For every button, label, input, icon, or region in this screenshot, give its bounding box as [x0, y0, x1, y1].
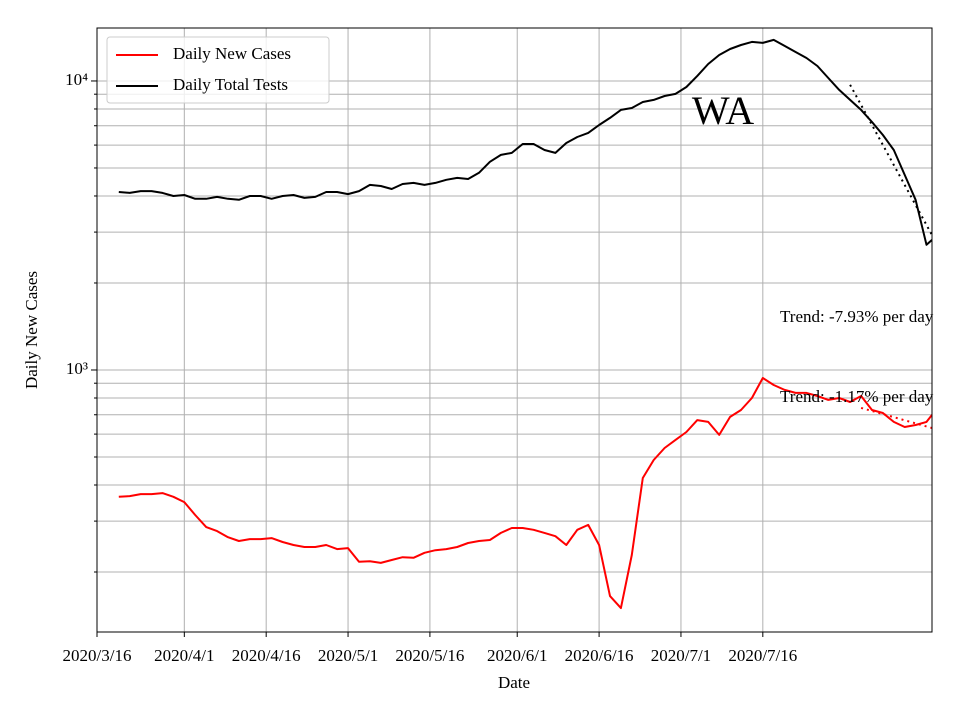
x-tick-label: 2020/4/16 — [232, 646, 301, 665]
legend: Daily New Cases Daily Total Tests — [106, 36, 330, 104]
x-tick-label: 2020/3/16 — [63, 646, 132, 665]
x-tick-label: 2020/5/16 — [395, 646, 464, 665]
legend-box — [106, 36, 330, 104]
trend-line — [860, 406, 932, 429]
grid — [96, 28, 932, 632]
x-tick-label: 2020/4/1 — [154, 646, 214, 665]
y-tick-label: 10³ — [66, 359, 88, 378]
trend-label: Trend: -7.93% per day — [780, 307, 934, 326]
legend-label: Daily Total Tests — [173, 75, 288, 94]
y-tick-label: 10⁴ — [65, 70, 88, 89]
legend-label: Daily New Cases — [173, 44, 291, 63]
x-tick-label: 2020/7/16 — [728, 646, 797, 665]
trend-line — [849, 84, 932, 236]
series-line — [118, 38, 932, 246]
y-axis-label: Daily New Cases — [22, 271, 41, 389]
x-tick-label: 2020/7/1 — [651, 646, 711, 665]
x-tick-label: 2020/6/1 — [487, 646, 547, 665]
x-tick-label: 2020/5/1 — [318, 646, 378, 665]
plot-lines — [118, 38, 932, 610]
x-tick-label: 2020/6/16 — [565, 646, 634, 665]
annotation: WA — [692, 88, 754, 133]
trend-label: Trend: -1.17% per day — [780, 387, 934, 406]
series-line — [118, 377, 932, 610]
x-axis-label: Date — [498, 673, 530, 692]
plot-frame — [96, 27, 933, 633]
axes: 2020/3/16 2020/4/1 2020/4/16 2020/5/1 2020/5… — [63, 70, 798, 665]
